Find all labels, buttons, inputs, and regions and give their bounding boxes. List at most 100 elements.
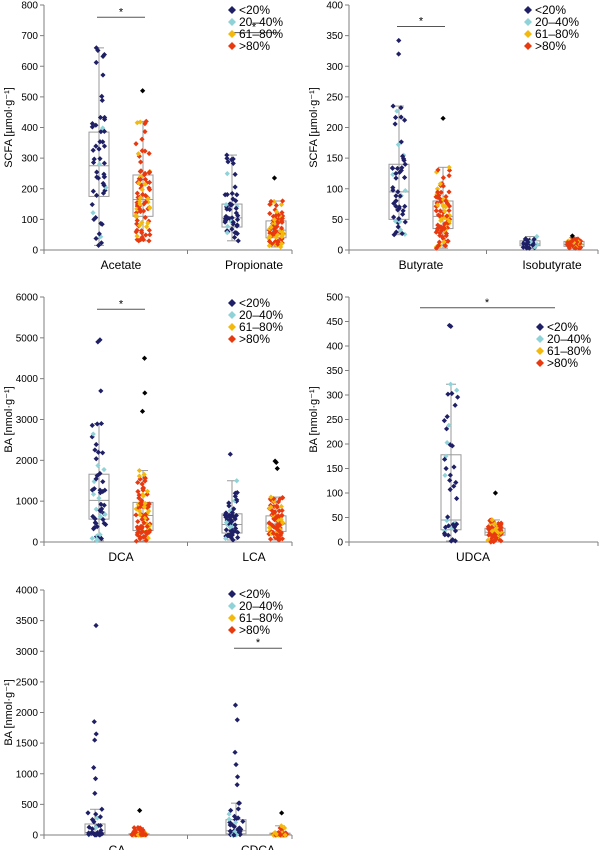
- data-point: [225, 223, 231, 229]
- data-point: [443, 426, 450, 432]
- data-point: [402, 231, 408, 237]
- data-point: [267, 230, 273, 236]
- data-point: [268, 494, 274, 500]
- data-point: [447, 442, 453, 448]
- data-point: [279, 495, 286, 501]
- legend-swatch-icon: [228, 42, 236, 50]
- data-point: [433, 229, 439, 235]
- data-point: [485, 524, 492, 530]
- data-point: [269, 232, 275, 238]
- data-point: [91, 486, 97, 492]
- legend-label: 20–40%: [239, 15, 283, 29]
- data-point: [227, 524, 234, 530]
- y-tick-label: 500: [21, 800, 38, 811]
- data-point: [97, 830, 103, 836]
- data-point: [577, 245, 583, 251]
- data-point: [135, 526, 141, 532]
- data-point: [442, 524, 449, 530]
- data-point: [136, 508, 143, 514]
- y-tick-label: 1000: [16, 497, 39, 508]
- data-point: [140, 485, 147, 491]
- data-point: [267, 536, 274, 542]
- data-point: [442, 456, 448, 462]
- data-point: [269, 241, 275, 247]
- data-point: [141, 208, 147, 214]
- data-point: [135, 832, 141, 838]
- data-point: [146, 501, 152, 507]
- data-point: [139, 186, 145, 193]
- chart-panel-1: 0 100 200 300 400 500 600 700 800 SCFA [µmol·g⁻¹]…: [3, 1, 293, 272]
- outlier-point: [93, 622, 99, 629]
- data-point: [86, 831, 92, 838]
- data-point: [278, 530, 284, 536]
- y-tick-label: 350: [326, 366, 343, 377]
- y-axis-title: SCFA [µmol·g⁻¹]: [3, 87, 15, 168]
- data-point: [93, 456, 99, 462]
- data-point: [136, 495, 142, 501]
- data-point: [147, 528, 153, 534]
- data-point: [444, 225, 451, 231]
- outlier-point: [440, 115, 446, 121]
- data-point: [91, 478, 97, 485]
- data-point: [240, 818, 246, 825]
- data-point: [139, 234, 145, 240]
- data-point: [440, 175, 446, 181]
- data-point: [445, 238, 451, 244]
- data-point: [99, 97, 105, 103]
- data-point: [226, 811, 232, 817]
- outlier-point: [139, 408, 146, 414]
- y-tick-label: 350: [326, 31, 343, 42]
- data-point: [390, 103, 396, 109]
- data-point: [564, 241, 570, 247]
- data-point: [147, 205, 153, 211]
- data-point: [268, 504, 274, 510]
- data-point: [446, 164, 452, 170]
- data-point: [135, 479, 141, 486]
- outlier-point: [98, 388, 104, 394]
- y-tick-label: 1000: [16, 769, 39, 780]
- data-point: [147, 187, 153, 193]
- data-point: [397, 193, 403, 199]
- data-point: [147, 232, 153, 238]
- data-point: [232, 498, 238, 504]
- data-point: [223, 217, 229, 223]
- data-point: [141, 504, 147, 510]
- data-point: [93, 476, 99, 482]
- data-point: [235, 806, 241, 812]
- y-axis-title: BA [nmol·g⁻¹]: [308, 386, 320, 452]
- data-point: [391, 200, 397, 206]
- data-point: [94, 421, 100, 427]
- data-point: [137, 500, 144, 506]
- data-point: [392, 114, 399, 121]
- box-udca-high: [484, 490, 506, 545]
- legend-label: 61–80%: [239, 320, 283, 334]
- data-point: [86, 824, 92, 830]
- data-point: [279, 198, 286, 204]
- data-point: [440, 183, 446, 189]
- y-tick-label: 50: [332, 215, 344, 226]
- data-point: [99, 831, 105, 837]
- y-tick-label: 0: [32, 538, 38, 549]
- data-point: [270, 530, 276, 536]
- data-point: [450, 521, 456, 528]
- data-point: [489, 517, 495, 523]
- data-point: [497, 526, 503, 533]
- data-point: [90, 188, 96, 194]
- data-point: [133, 212, 139, 218]
- data-point: [232, 522, 238, 528]
- data-point: [230, 513, 236, 519]
- data-point: [270, 510, 276, 517]
- data-point: [93, 215, 99, 221]
- data-point: [97, 513, 103, 520]
- data-point: [228, 531, 235, 537]
- data-point: [402, 219, 408, 225]
- x-category-label: UDCA: [456, 550, 490, 564]
- data-point: [394, 165, 401, 172]
- data-point: [93, 45, 99, 51]
- data-point: [274, 503, 280, 509]
- outlier-point: [232, 702, 239, 708]
- data-point: [400, 208, 406, 214]
- y-tick-label: 700: [21, 31, 38, 42]
- y-tick-label: 3000: [16, 647, 39, 658]
- data-point: [445, 532, 451, 538]
